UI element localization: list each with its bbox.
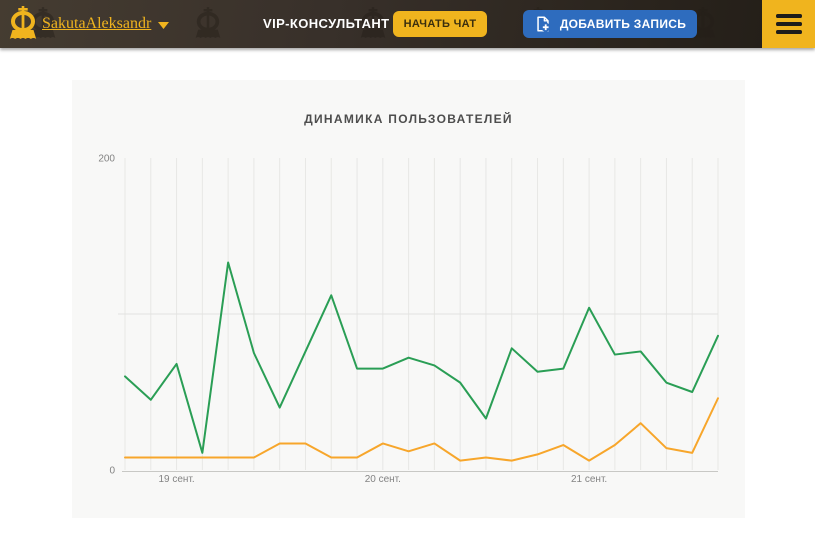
add-note-icon [537,16,551,32]
chart-canvas: 200 0 19 сент. 20 сент. 21 сент. [98,154,719,485]
chart-card: ДИНАМИКА ПОЛЬЗОВАТЕЛЕЙ 200 0 19 сент. 20 се… [72,80,745,518]
chart-title: ДИНАМИКА ПОЛЬЗОВАТЕЛЕЙ [304,112,513,126]
username-link[interactable]: SakutaAleksandr [42,0,170,48]
svg-text:0: 0 [109,466,115,477]
crown-watermark-icon [193,7,223,41]
top-bar: SakutaAleksandr VIP-КОНСУЛЬТАНТ НАЧАТЬ Ч… [0,0,815,48]
chevron-down-icon [158,21,170,29]
hamburger-menu-icon [775,14,802,34]
svg-text:19 сент.: 19 сент. [158,474,194,485]
username-label[interactable]: SakutaAleksandr [42,15,152,32]
start-chat-button[interactable]: НАЧАТЬ ЧАТ [393,11,487,37]
svg-text:200: 200 [98,154,115,165]
svg-text:21 сент.: 21 сент. [571,474,607,485]
add-record-label: ДОБАВИТЬ ЗАПИСЬ [559,17,687,31]
svg-text:20 сент.: 20 сент. [365,474,401,485]
menu-button[interactable] [762,0,815,48]
vip-consultant-label: VIP-КОНСУЛЬТАНТ [263,16,390,31]
crown-logo-icon[interactable] [7,6,39,42]
add-record-button[interactable]: ДОБАВИТЬ ЗАПИСЬ [523,10,697,38]
